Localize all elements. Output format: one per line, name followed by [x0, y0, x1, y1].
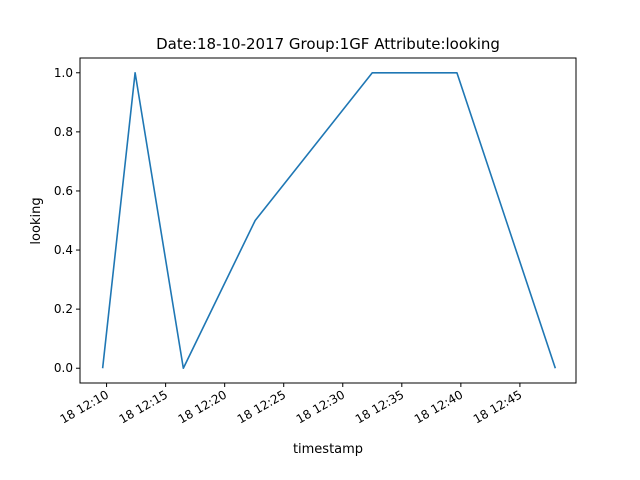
y-axis-label: looking	[29, 197, 44, 244]
y-tick-label: 0.4	[54, 243, 73, 257]
y-tick-label: 0.0	[54, 361, 73, 375]
y-tick-label: 0.2	[54, 302, 73, 316]
y-tick-label: 1.0	[54, 66, 73, 80]
y-tick-label: 0.8	[54, 125, 73, 139]
plot-area	[101, 71, 557, 370]
x-axis-label: timestamp	[293, 442, 363, 457]
chart-title: Date:18-10-2017 Group:1GF Attribute:look…	[156, 35, 500, 53]
y-axis: 0.0 0.2 0.4 0.6 0.8 1.0	[54, 66, 80, 375]
y-tick-label: 0.6	[54, 184, 73, 198]
series-line	[101, 71, 557, 370]
axes-frame	[79, 57, 577, 384]
